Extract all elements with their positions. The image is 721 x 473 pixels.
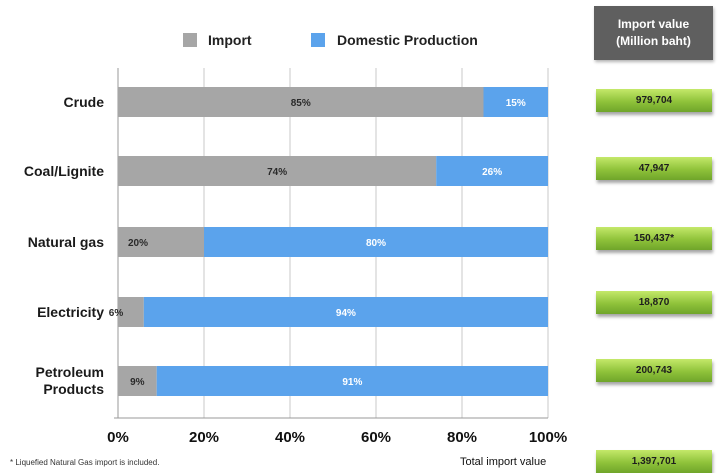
category-label-coal-lignite: Coal/Lignite <box>24 163 104 179</box>
legend-label-import: Import <box>208 32 252 48</box>
data-label-petroleum-products-import: 9% <box>130 377 145 388</box>
bar-crude-import <box>118 87 484 117</box>
bar-petroleum-products-import <box>118 366 157 396</box>
legend-swatch-import <box>183 33 197 47</box>
bar-coal-lignite-domestic-production <box>436 156 548 186</box>
x-tick-labels: 0% 20% 40% 60% 80% 100% <box>107 429 567 446</box>
x-tick-label-3: 60% <box>361 429 391 446</box>
category-label-electricity: Electricity <box>37 304 104 320</box>
category-labels: Crude Coal/Lignite Natural gas Electricity P… <box>24 94 104 397</box>
bar-natural-gas-domestic-production <box>204 227 548 257</box>
total-import-value: 1,397,701 <box>596 450 712 473</box>
data-label-natural-gas-domestic-production: 80% <box>366 238 386 249</box>
category-label-crude: Crude <box>64 94 105 110</box>
import-value-natural-gas: 150,437* <box>596 227 712 250</box>
bar-crude-domestic-production <box>483 87 548 117</box>
import-value-header-line2: (Million baht) <box>616 34 691 48</box>
x-tick-label-2: 40% <box>275 429 305 446</box>
bar-electricity-domestic-production <box>143 297 549 327</box>
import-value-header-line1: Import value <box>617 17 690 31</box>
data-label-electricity-import: 6% <box>109 308 124 319</box>
x-tick-label-4: 80% <box>447 429 477 446</box>
data-label-electricity-domestic-production: 94% <box>336 308 356 319</box>
x-tick-label-0: 0% <box>107 429 129 446</box>
bar-petroleum-products-domestic-production <box>156 366 548 396</box>
import-value-petroleum-products: 200,743 <box>596 359 712 382</box>
data-label-petroleum-products-domestic-production: 91% <box>342 377 362 388</box>
x-tick-label-5: 100% <box>529 429 567 446</box>
import-value-crude: 979,704 <box>596 89 712 112</box>
bar-coal-lignite-import <box>118 156 437 186</box>
data-label-crude-import: 85% <box>291 98 311 109</box>
bar-electricity-import <box>118 297 144 327</box>
total-import-label: Total import value <box>460 456 546 468</box>
import-value-header: Import value (Million baht) <box>594 6 713 60</box>
data-label-natural-gas-import: 20% <box>128 238 148 249</box>
data-label-coal-lignite-domestic-production: 26% <box>482 167 502 178</box>
import-value-coal-lignite: 47,947 <box>596 157 712 180</box>
legend-label-domestic-production: Domestic Production <box>337 32 478 48</box>
x-tick-label-1: 20% <box>189 429 219 446</box>
bars: 85% 15% 74% 26% 20% 80% 6% 94% 9% 91% <box>109 87 549 396</box>
bar-natural-gas-import <box>118 227 204 257</box>
footnote: * Liquefied Natural Gas import is includ… <box>10 458 159 467</box>
legend: Import Domestic Production <box>183 32 478 48</box>
data-label-coal-lignite-import: 74% <box>267 167 287 178</box>
import-value-electricity: 18,870 <box>596 291 712 314</box>
category-label-petroleum-products: Petroleum Products <box>36 364 105 397</box>
data-label-crude-domestic-production: 15% <box>506 98 526 109</box>
legend-swatch-domestic <box>311 33 325 47</box>
category-label-natural-gas: Natural gas <box>28 234 104 250</box>
